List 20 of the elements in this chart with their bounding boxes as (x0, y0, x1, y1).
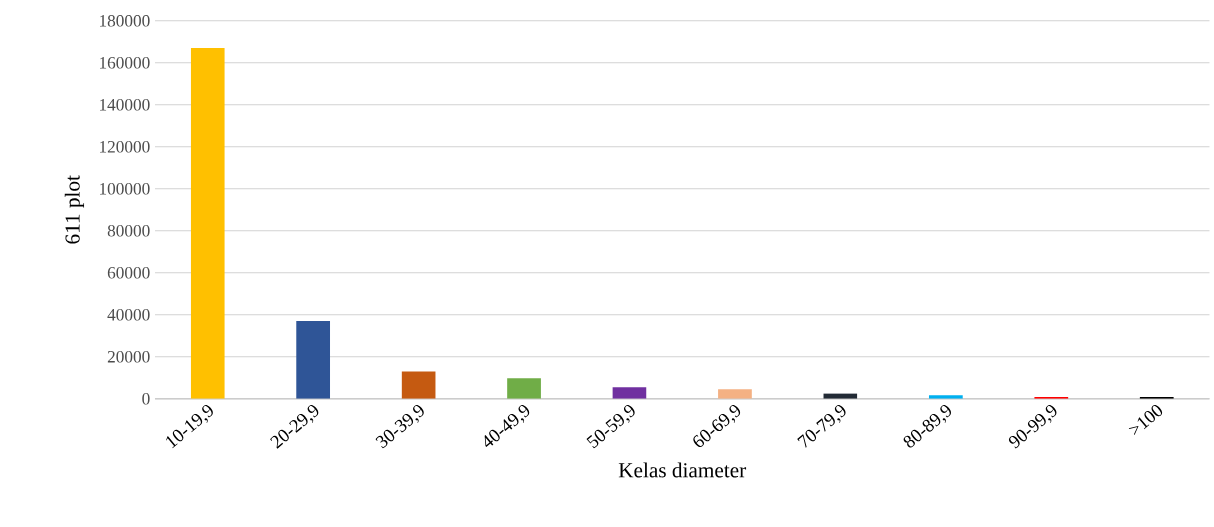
y-tick-label: 140000 (100, 99, 150, 111)
bar (718, 389, 752, 399)
y-axis-title: 611 plot (64, 175, 85, 244)
bar (401, 371, 436, 399)
y-tick-label: 100000 (100, 183, 150, 195)
x-axis-title: Kelas diameter (618, 462, 747, 478)
bar (296, 321, 331, 399)
y-tick-label: 60000 (107, 266, 150, 279)
bar (507, 378, 541, 399)
x-tick-label: >100 (1128, 405, 1163, 436)
y-tick-label: 20000 (107, 350, 150, 363)
y-tick-label: 180000 (100, 15, 150, 27)
y-tick-label: 120000 (100, 141, 150, 153)
y-tick-label: 80000 (107, 225, 150, 237)
bar (928, 395, 963, 399)
y-tick-label: 40000 (107, 308, 150, 321)
bar (612, 387, 647, 399)
y-tick-label: 0 (142, 392, 150, 405)
y-tick-label: 160000 (100, 57, 150, 69)
bar (190, 48, 225, 399)
